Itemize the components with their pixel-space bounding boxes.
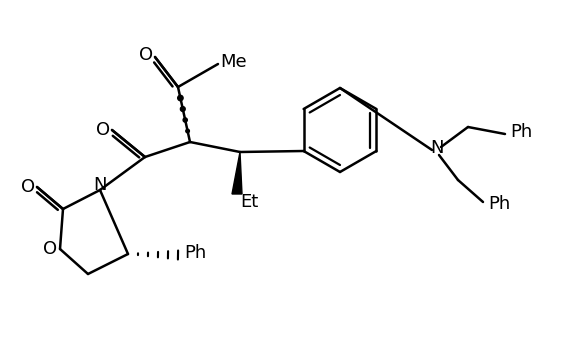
Text: O: O (21, 178, 35, 196)
Text: N: N (93, 176, 107, 194)
Text: Ph: Ph (184, 244, 206, 262)
Circle shape (183, 118, 187, 122)
Circle shape (178, 95, 183, 101)
Polygon shape (232, 152, 242, 194)
Text: N: N (430, 139, 444, 157)
Text: O: O (139, 46, 153, 64)
Circle shape (186, 129, 190, 133)
Text: Et: Et (240, 193, 258, 211)
Text: Ph: Ph (488, 195, 510, 213)
Circle shape (180, 107, 185, 111)
Text: Ph: Ph (510, 123, 532, 141)
Text: O: O (43, 240, 57, 258)
Text: O: O (96, 121, 110, 139)
Text: Me: Me (221, 53, 247, 71)
